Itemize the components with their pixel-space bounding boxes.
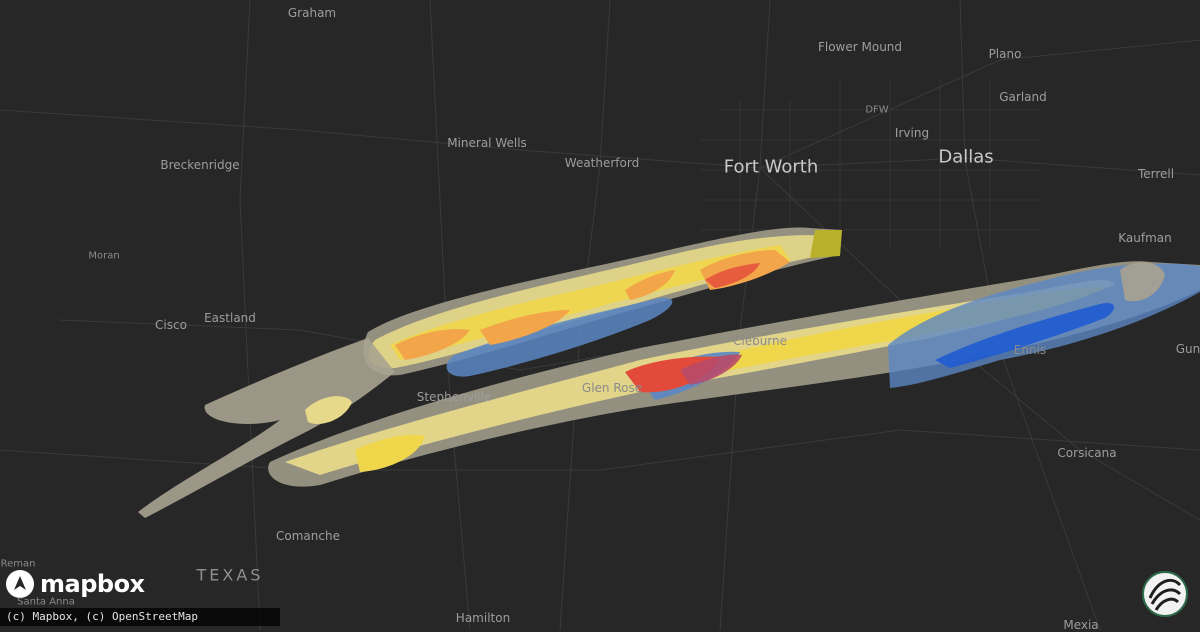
hail-swath-west bbox=[138, 338, 395, 518]
place-label: Plano bbox=[988, 47, 1022, 61]
place-label: Kaufman bbox=[1118, 231, 1172, 245]
place-label: Mineral Wells bbox=[447, 136, 527, 150]
place-label: Ennis bbox=[1013, 343, 1047, 357]
hail-swath-south bbox=[268, 261, 1200, 487]
place-label: Corsicana bbox=[1057, 446, 1117, 460]
place-label: Fort Worth bbox=[723, 156, 819, 178]
place-label: DFW bbox=[865, 104, 889, 116]
place-label: Cisco bbox=[155, 318, 187, 332]
hail-swath-north bbox=[363, 227, 842, 377]
place-label: Santa Anna bbox=[17, 596, 75, 608]
mapbox-logo[interactable]: mapbox bbox=[6, 570, 145, 598]
place-label: Breckenridge bbox=[160, 158, 240, 172]
place-label: Glen Rose bbox=[581, 381, 643, 395]
place-label: Dallas bbox=[938, 146, 994, 168]
state-label: TEXAS bbox=[196, 565, 264, 585]
place-label: Eastland bbox=[204, 311, 256, 325]
mapbox-logo-icon bbox=[6, 570, 34, 598]
place-label: Graham bbox=[287, 6, 337, 20]
place-label: Terrell bbox=[1137, 167, 1175, 181]
brand-badge-icon bbox=[1142, 571, 1188, 617]
place-label: Comanche bbox=[276, 529, 340, 543]
place-label: Garland bbox=[999, 90, 1047, 104]
map-attribution[interactable]: (c) Mapbox, (c) OpenStreetMap bbox=[0, 608, 280, 626]
place-label: Mexia bbox=[1063, 618, 1099, 632]
place-label: Gun bbox=[1175, 342, 1200, 356]
place-label: Hamilton bbox=[455, 611, 511, 625]
metro-grid bbox=[700, 80, 1040, 250]
place-label: Stephenville bbox=[416, 390, 492, 404]
mapbox-logo-text: mapbox bbox=[40, 570, 145, 598]
place-label: Reman bbox=[0, 558, 36, 570]
place-label: Irving bbox=[894, 126, 930, 140]
place-label: Weatherford bbox=[564, 156, 640, 170]
place-label: Moran bbox=[88, 250, 120, 262]
place-label: Cleburne bbox=[732, 334, 788, 348]
place-label: Flower Mound bbox=[817, 40, 903, 54]
